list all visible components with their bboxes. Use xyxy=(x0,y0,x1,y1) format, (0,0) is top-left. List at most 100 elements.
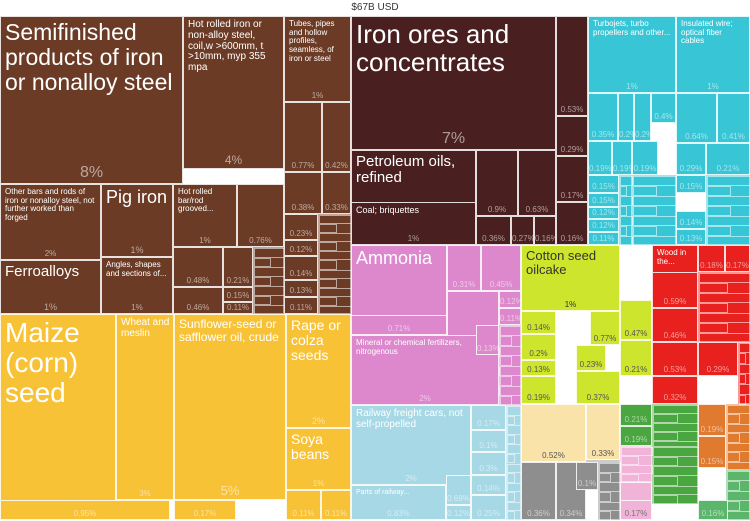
treemap-cell[interactable]: 0.18% xyxy=(698,245,725,272)
treemap-cell[interactable]: 0.21% xyxy=(223,247,253,287)
treemap-cell[interactable]: 0.11% xyxy=(588,232,619,245)
treemap-cell[interactable]: 0.23% xyxy=(576,345,606,371)
treemap-cell[interactable]: 0.32% xyxy=(652,376,698,404)
treemap-cell[interactable]: 0.11% xyxy=(499,308,521,325)
treemap-cell[interactable]: 0.11% xyxy=(284,297,318,314)
treemap-cell[interactable]: 0.11% xyxy=(223,302,253,314)
treemap-cell[interactable]: 0.23% xyxy=(284,214,318,240)
treemap-cell[interactable]: 0.19% xyxy=(612,141,632,175)
treemap-cell[interactable]: 0.19% xyxy=(698,404,726,436)
treemap-cell[interactable]: 0.15% xyxy=(223,287,253,302)
treemap-cell[interactable]: 0.36% xyxy=(476,216,511,245)
treemap-cell[interactable]: 0.29% xyxy=(556,116,588,156)
treemap-cell[interactable]: 0.13% xyxy=(521,360,556,376)
treemap-cell[interactable]: 0.41% xyxy=(717,93,750,143)
treemap-cell[interactable]: 0.15% xyxy=(588,175,619,193)
treemap-cell[interactable]: Angles, shapes and sections of... 1% xyxy=(101,257,173,314)
treemap-cell[interactable]: 0.47% xyxy=(620,300,652,340)
treemap-cell[interactable]: Pig iron 1% xyxy=(101,184,173,257)
treemap-cell[interactable]: 0.95% xyxy=(0,500,170,520)
treemap-cell[interactable]: 0.38% xyxy=(284,172,322,214)
treemap-cell[interactable]: Iron ores and concentrates 7% xyxy=(351,16,556,150)
treemap-cell[interactable]: 0.17% xyxy=(556,156,588,202)
treemap-cell[interactable]: Parts of railway... 0.83% xyxy=(351,485,446,520)
treemap-cell[interactable]: 0.53% xyxy=(652,342,698,376)
treemap-cell[interactable]: 0.21% xyxy=(706,143,750,175)
treemap-cell[interactable]: Rape or colza seeds 2% xyxy=(286,314,351,428)
treemap-cell[interactable]: 0.19% xyxy=(620,426,652,446)
treemap-cell[interactable]: 0.19% xyxy=(521,376,556,404)
treemap-cell[interactable]: 0.2% xyxy=(618,93,634,141)
treemap-cell[interactable]: 0.12% xyxy=(446,505,471,520)
treemap-cell[interactable]: Hot rolled iron or non-alloy steel, coil… xyxy=(183,16,284,169)
treemap-cell[interactable]: 0.4% xyxy=(651,93,676,123)
treemap-cell[interactable]: 0.53% xyxy=(556,16,588,116)
treemap-cell[interactable]: 0.33% xyxy=(322,172,351,214)
treemap-cell[interactable]: 0.12% xyxy=(588,207,619,219)
treemap-cell[interactable]: 0.76% xyxy=(237,184,284,247)
treemap-cell[interactable]: 0.17% xyxy=(620,500,652,520)
treemap-cell[interactable]: Mineral or chemical fertilizers, nitroge… xyxy=(351,335,499,405)
treemap-cell[interactable]: Cotton seed oilcake 1% xyxy=(521,245,620,311)
treemap-cell[interactable]: 0.12% xyxy=(499,291,521,308)
treemap-cell[interactable]: 0.71% xyxy=(351,315,447,335)
treemap-cell[interactable]: 0.11% xyxy=(321,490,351,520)
treemap-cell[interactable]: 0.11% xyxy=(286,490,321,520)
treemap-cell[interactable]: 0.9% xyxy=(476,150,518,216)
treemap-cell[interactable]: Sunflower-seed or safflower oil, crude 5% xyxy=(174,314,286,500)
treemap-cell[interactable]: Insulated wire; optical fiber cables 1% xyxy=(676,16,750,93)
treemap-cell[interactable]: 0.59% xyxy=(652,272,698,308)
treemap-cell[interactable]: 0.19% xyxy=(632,141,658,175)
treemap-cell[interactable]: 0.13% xyxy=(676,229,706,245)
treemap-cell[interactable]: 0.16% xyxy=(698,500,728,520)
treemap-cell[interactable]: 0.77% xyxy=(590,311,620,345)
treemap-cell[interactable]: 0.52% xyxy=(521,404,586,462)
treemap-cell[interactable]: Hot rolled bar/rod grooved... 1% xyxy=(173,184,237,247)
treemap-cell[interactable]: 0.16% xyxy=(556,202,588,245)
treemap-cell[interactable]: Tubes, pipes and hollow profiles, seamle… xyxy=(284,16,351,102)
treemap-cell[interactable]: 0.36% xyxy=(521,462,556,520)
treemap-cell[interactable]: 0.46% xyxy=(173,287,223,314)
treemap-cell[interactable]: Coal; briquettes 1% xyxy=(351,202,476,245)
treemap-cell[interactable]: 0.13% xyxy=(476,325,499,355)
treemap-cell[interactable]: 0.64% xyxy=(676,93,717,143)
treemap-cell[interactable]: 0.1% xyxy=(471,430,506,452)
treemap-cell[interactable]: 0.29% xyxy=(676,143,706,175)
treemap-cell[interactable]: 0.37% xyxy=(576,371,620,404)
treemap-cell[interactable]: 0.77% xyxy=(284,102,322,172)
treemap-cell[interactable]: 0.2% xyxy=(634,93,651,141)
treemap-cell[interactable]: 0.48% xyxy=(173,247,223,287)
treemap-cell[interactable]: 0.15% xyxy=(698,436,726,468)
treemap-cell[interactable]: 0.13% xyxy=(284,280,318,297)
treemap-cell[interactable]: 0.19% xyxy=(588,141,612,175)
treemap-cell[interactable]: 0.69% xyxy=(446,475,471,505)
treemap-cell[interactable]: Wheat and meslin 3% xyxy=(116,314,174,500)
treemap-cell[interactable]: 0.46% xyxy=(652,308,698,342)
treemap-cell[interactable]: 0.27% xyxy=(511,216,534,245)
treemap-cell[interactable]: 0.15% xyxy=(676,175,706,193)
treemap-cell[interactable]: 0.14% xyxy=(521,311,556,334)
treemap-cell[interactable]: 0.17% xyxy=(725,245,750,272)
treemap-cell[interactable]: 0.12% xyxy=(284,240,318,256)
treemap-cell[interactable]: 0.63% xyxy=(518,150,556,216)
treemap-cell[interactable]: 0.42% xyxy=(322,102,351,172)
treemap-cell[interactable]: Ferroalloys 1% xyxy=(0,260,101,314)
treemap-cell[interactable]: Soya beans 1% xyxy=(286,428,351,490)
treemap-cell[interactable]: 0.14% xyxy=(284,256,318,280)
treemap-cell[interactable]: 0.17% xyxy=(471,405,506,430)
treemap-cell[interactable]: 0.25% xyxy=(471,495,506,520)
treemap-cell[interactable]: 0.31% xyxy=(447,245,481,291)
treemap-cell[interactable]: 0.14% xyxy=(471,475,506,495)
treemap-cell[interactable]: 0.45% xyxy=(481,245,521,291)
treemap-cell[interactable]: 0.29% xyxy=(698,342,738,376)
treemap-cell[interactable]: 0.2% xyxy=(521,334,556,360)
treemap-cell[interactable]: 0.1% xyxy=(576,462,598,490)
treemap-cell[interactable]: 0.21% xyxy=(620,404,652,426)
treemap-cell[interactable]: 0.3% xyxy=(471,452,506,475)
treemap-cell[interactable]: 0.21% xyxy=(620,340,652,376)
treemap-cell[interactable]: 0.15% xyxy=(588,193,619,207)
treemap-cell[interactable]: 0.35% xyxy=(588,93,618,141)
treemap-cell[interactable]: 0.17% xyxy=(174,500,236,520)
treemap-cell[interactable]: 0.14% xyxy=(676,211,706,229)
treemap-cell[interactable]: 0.16% xyxy=(534,216,556,245)
